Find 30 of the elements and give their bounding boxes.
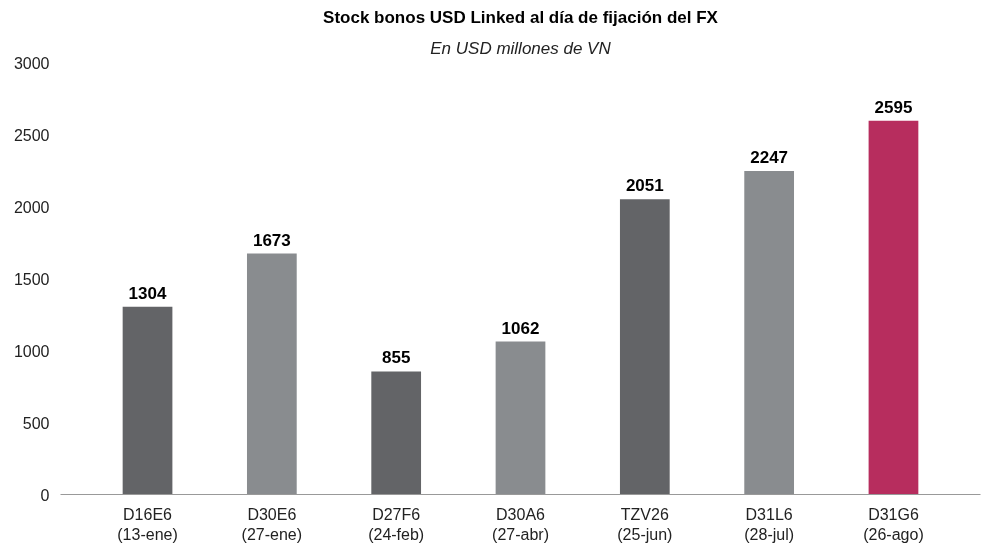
- y-tick-label: 3000: [13, 54, 50, 72]
- y-tick-label: 2500: [13, 126, 50, 144]
- bar: [246, 253, 297, 495]
- x-tick-label: D16E6 (13-ene): [117, 505, 178, 543]
- data-label: 1062: [501, 318, 540, 338]
- bar: [371, 371, 422, 495]
- x-tick-label: D30E6 (27-ene): [241, 505, 303, 543]
- x-tick-label: D27F6 (24-feb): [368, 505, 425, 543]
- data-label: 1673: [252, 230, 291, 250]
- x-tick-label: D31G6 (26-ago): [863, 505, 924, 543]
- y-tick-label: 2000: [13, 198, 50, 216]
- data-label: 855: [381, 348, 411, 368]
- data-label: 1304: [128, 283, 167, 303]
- bar: [122, 306, 173, 495]
- y-tick-label: 1000: [13, 342, 50, 360]
- bar: [495, 341, 546, 495]
- y-tick-label: 500: [22, 414, 50, 432]
- bar: [868, 120, 919, 495]
- x-tick-label: TZV26 (25-jun): [617, 505, 673, 543]
- x-tick-label: D30A6 (27-abr): [492, 505, 549, 543]
- y-tick-label: 0: [40, 486, 50, 504]
- data-label: 2247: [750, 147, 789, 167]
- chart-title: Stock bonos USD Linked al día de fijación del FX: [323, 7, 719, 27]
- data-label: 2051: [625, 176, 664, 196]
- chart-subtitle: En USD millones de VN: [430, 38, 612, 58]
- data-label: 2595: [874, 97, 913, 117]
- bar: [744, 170, 795, 495]
- x-tick-label: D31L6 (28-jul): [744, 505, 795, 543]
- bar: [619, 199, 670, 495]
- y-tick-label: 1500: [13, 270, 50, 288]
